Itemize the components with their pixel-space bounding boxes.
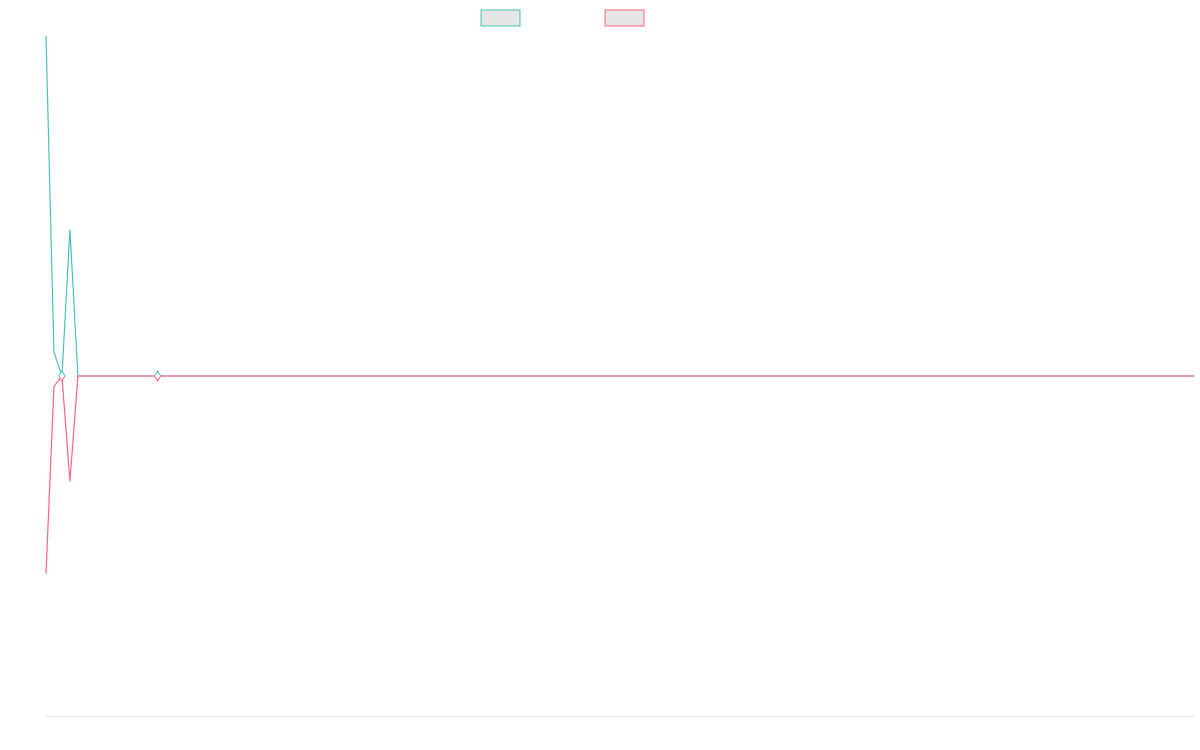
point-marker-top-1	[58, 370, 66, 377]
series-line-2	[45, 375, 1194, 574]
point-marker-bottom-2	[154, 375, 162, 382]
legend	[480, 9, 645, 27]
point-marker-bottom-1	[58, 375, 66, 382]
marker-layer	[58, 370, 162, 382]
legend-swatch-2[interactable]	[604, 9, 645, 27]
series-line-1	[45, 35, 1194, 377]
series-layer	[45, 35, 1194, 574]
legend-swatch-1[interactable]	[480, 9, 521, 27]
point-marker-top-2	[154, 370, 162, 377]
